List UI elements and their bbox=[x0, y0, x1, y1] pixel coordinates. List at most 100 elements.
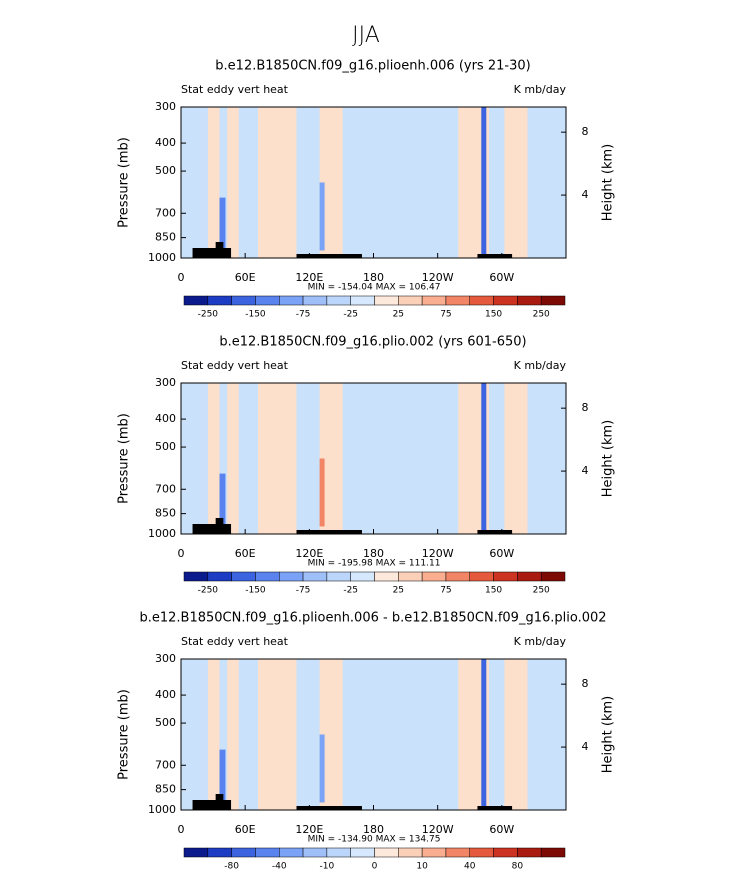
topography bbox=[192, 524, 232, 534]
x-tick-label: 120E bbox=[295, 271, 323, 284]
field-shading bbox=[319, 182, 325, 251]
colorbar-label: -75 bbox=[296, 310, 311, 320]
y-tick-label: 300 bbox=[155, 652, 176, 665]
x-tick-label: 120W bbox=[422, 823, 454, 836]
y-tick-label: 500 bbox=[155, 440, 176, 453]
field-shading bbox=[489, 107, 505, 258]
field-shading bbox=[481, 659, 487, 810]
topography bbox=[215, 518, 224, 534]
colorbar-box bbox=[326, 295, 351, 306]
x-tick-label: 120W bbox=[422, 547, 454, 560]
colorbar-label: -150 bbox=[245, 586, 266, 596]
colorbar-box bbox=[374, 847, 399, 858]
colorbar-box bbox=[255, 571, 280, 582]
y-tick-label: 300 bbox=[155, 376, 176, 389]
right-label: K mb/day bbox=[514, 359, 567, 372]
colorbar-label: 250 bbox=[533, 586, 550, 596]
x-tick-label: 120E bbox=[295, 823, 323, 836]
colorbar-box bbox=[445, 295, 470, 306]
colorbar-box bbox=[207, 571, 232, 582]
y2-axis-label: Height (km) bbox=[601, 420, 616, 497]
colorbar-box bbox=[231, 847, 256, 858]
topography bbox=[192, 248, 232, 258]
colorbar-box bbox=[398, 295, 423, 306]
right-label: K mb/day bbox=[514, 635, 567, 648]
panel-title: b.e12.B1850CN.f09_g16.plioenh.006 - b.e1… bbox=[139, 611, 606, 626]
colorbar-box bbox=[183, 847, 209, 858]
colorbar-label: 150 bbox=[485, 310, 502, 320]
topography bbox=[215, 242, 224, 258]
y-axis-label: Pressure (mb) bbox=[117, 137, 132, 228]
field-shading bbox=[489, 659, 505, 810]
x-tick-label: 60E bbox=[235, 823, 256, 836]
y-tick-label: 400 bbox=[155, 136, 176, 149]
colorbar-box bbox=[279, 847, 304, 858]
y2-axis-label: Height (km) bbox=[601, 696, 616, 773]
colorbar-label: -75 bbox=[296, 586, 311, 596]
colorbar-box bbox=[445, 571, 470, 582]
topography bbox=[477, 806, 513, 810]
left-label: Stat eddy vert heat bbox=[181, 635, 289, 648]
colorbar-label: 80 bbox=[512, 862, 524, 872]
colorbar-label: -25 bbox=[343, 310, 358, 320]
colorbar-label: 75 bbox=[440, 310, 451, 320]
x-tick-label: 0 bbox=[178, 547, 185, 560]
y2-tick-label: 8 bbox=[582, 125, 589, 138]
x-tick-label: 60W bbox=[489, 271, 514, 284]
colorbar-box bbox=[231, 571, 256, 582]
field-shading bbox=[238, 107, 258, 258]
colorbar-box bbox=[279, 295, 304, 306]
colorbar-box bbox=[540, 847, 566, 858]
field-shading bbox=[219, 197, 226, 251]
field-shading bbox=[342, 383, 459, 534]
stats: MIN = -134.90 MAX = 134.75 bbox=[308, 835, 441, 845]
colorbar-label: -10 bbox=[320, 862, 335, 872]
field-shading bbox=[219, 107, 228, 258]
y-axis-label: Pressure (mb) bbox=[117, 413, 132, 504]
x-tick-label: 60E bbox=[235, 547, 256, 560]
x-tick-label: 60W bbox=[489, 547, 514, 560]
colorbar-box bbox=[493, 295, 518, 306]
colorbar-box bbox=[469, 571, 494, 582]
topography bbox=[296, 254, 362, 258]
y2-tick-label: 4 bbox=[582, 740, 589, 753]
y-tick-label: 1000 bbox=[148, 803, 176, 816]
field-shading bbox=[219, 473, 226, 527]
colorbar-label: -80 bbox=[224, 862, 239, 872]
colorbar-box bbox=[183, 295, 209, 306]
field-shading bbox=[319, 458, 325, 527]
field-shading bbox=[527, 659, 566, 810]
field-shading bbox=[296, 383, 320, 534]
field-shading bbox=[527, 383, 566, 534]
colorbar-label: 10 bbox=[416, 862, 428, 872]
colorbar-label: -250 bbox=[198, 586, 219, 596]
colorbar-box bbox=[398, 571, 423, 582]
y-tick-label: 400 bbox=[155, 688, 176, 701]
panel-title: b.e12.B1850CN.f09_g16.plio.002 (yrs 601-… bbox=[219, 335, 526, 350]
colorbar-box bbox=[398, 847, 423, 858]
colorbar-box bbox=[207, 847, 232, 858]
field-shading bbox=[527, 107, 566, 258]
colorbar-label: 150 bbox=[485, 586, 502, 596]
topography bbox=[296, 806, 362, 810]
y-tick-label: 850 bbox=[155, 231, 176, 244]
y-tick-label: 850 bbox=[155, 783, 176, 796]
y2-tick-label: 8 bbox=[582, 401, 589, 414]
y-tick-label: 500 bbox=[155, 164, 176, 177]
colorbar-label: -250 bbox=[198, 310, 219, 320]
field-shading bbox=[219, 659, 228, 810]
stats: MIN = -154.04 MAX = 106.47 bbox=[308, 283, 441, 293]
colorbar-label: 25 bbox=[393, 310, 404, 320]
colorbar-box bbox=[421, 295, 447, 306]
colorbar-box bbox=[350, 571, 375, 582]
field-shading bbox=[481, 107, 487, 258]
y2-tick-label: 4 bbox=[582, 188, 589, 201]
colorbar-box bbox=[493, 847, 518, 858]
colorbar-box bbox=[517, 571, 542, 582]
field-shading bbox=[181, 107, 208, 258]
colorbar-label: 40 bbox=[464, 862, 476, 872]
field-shading bbox=[181, 383, 208, 534]
x-tick-label: 120E bbox=[295, 547, 323, 560]
field-shading bbox=[296, 107, 320, 258]
